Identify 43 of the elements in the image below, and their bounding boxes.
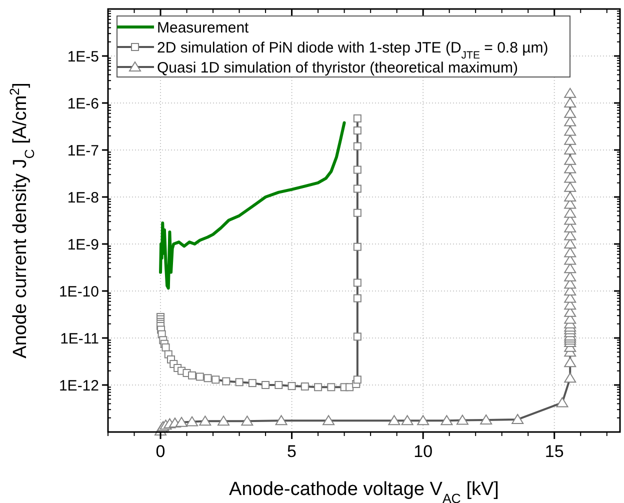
legend-label: Quasi 1D simulation of thyristor (theoretical maximum) <box>157 59 518 76</box>
point <box>353 376 362 384</box>
y-tick-label: 1E-6 <box>67 95 99 112</box>
point <box>346 383 354 392</box>
point <box>248 379 256 388</box>
point <box>274 381 283 389</box>
point <box>353 242 362 251</box>
legend-label: Measurement <box>157 19 250 36</box>
point <box>353 126 362 134</box>
y-tick-label: 1E-5 <box>67 48 99 66</box>
point <box>262 381 270 389</box>
point <box>212 376 220 384</box>
point <box>235 378 244 386</box>
point <box>314 383 322 392</box>
line-series <box>159 121 346 290</box>
point <box>353 142 362 150</box>
point <box>353 184 362 193</box>
x-tick-label: 10 <box>414 442 433 461</box>
point <box>300 382 309 390</box>
y-tick-label: 1E-8 <box>67 189 99 206</box>
point <box>162 343 170 352</box>
point <box>353 208 362 217</box>
y-tick-label: 1E-10 <box>58 283 99 300</box>
y-tick-label: 1E-7 <box>67 142 99 160</box>
x-tick-label: 0 <box>156 442 166 461</box>
point <box>204 374 212 382</box>
legend-label: 2D simulation of PiN diode with 1-step JTE (D$_{JTE}$ = 0.8 µm) <box>157 39 548 62</box>
point <box>353 114 362 122</box>
point <box>196 372 204 381</box>
point <box>327 383 336 392</box>
point <box>288 382 296 390</box>
point <box>353 278 362 287</box>
point <box>188 371 196 380</box>
y-tick-label: 1E-9 <box>67 236 99 254</box>
point <box>353 294 362 302</box>
point <box>353 332 362 341</box>
y-tick-label: 1E-12 <box>58 377 99 394</box>
point <box>222 377 230 386</box>
x-tick-label: 5 <box>287 442 297 461</box>
x-axis-title: Anode-cathode voltage V$_{AC}$ [kV] <box>229 479 499 503</box>
y-tick-label: 1E-11 <box>60 330 99 348</box>
point <box>353 166 362 174</box>
x-tick-label: 15 <box>544 442 564 461</box>
